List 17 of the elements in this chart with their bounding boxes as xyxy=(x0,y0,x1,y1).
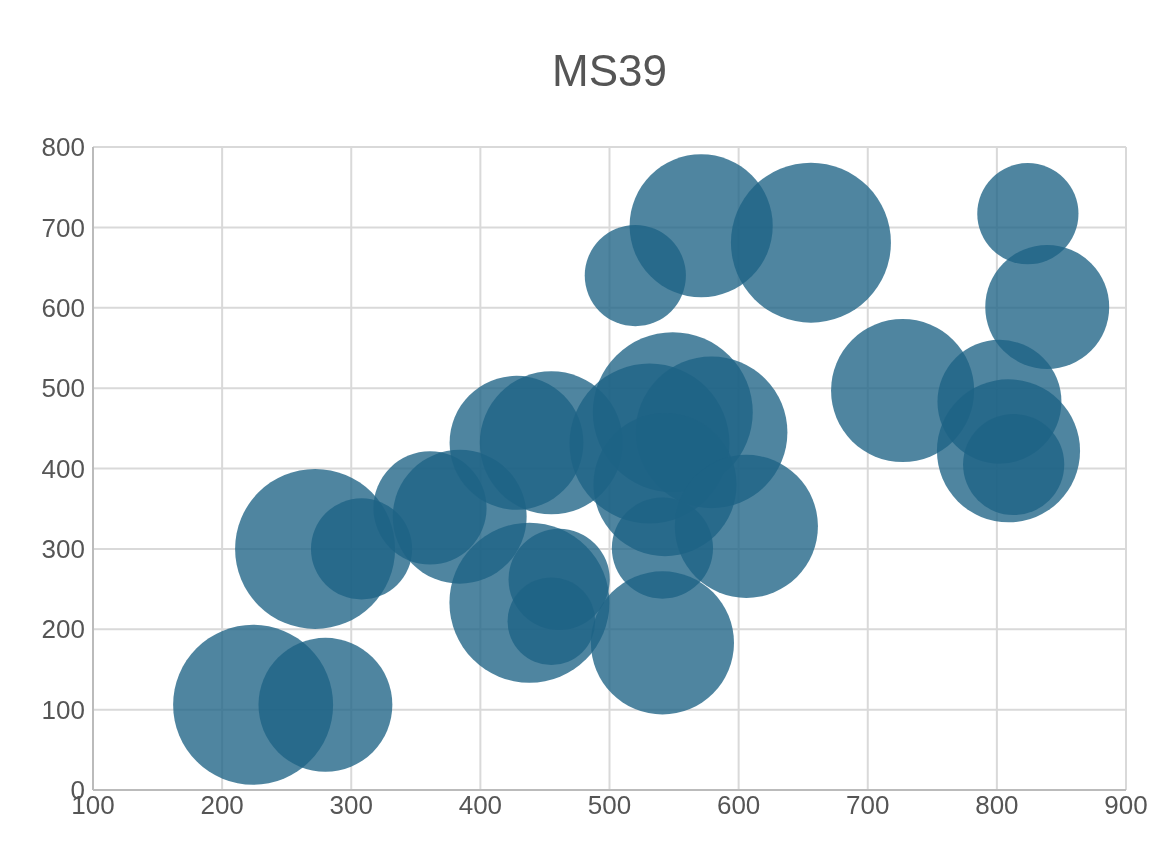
x-tick-label: 400 xyxy=(458,790,503,821)
y-tick-label: 400 xyxy=(41,453,85,484)
y-tick-label: 800 xyxy=(41,132,85,163)
x-tick-label: 500 xyxy=(587,790,632,821)
x-tick-label: 300 xyxy=(329,790,373,821)
y-tick-label: 300 xyxy=(41,534,85,565)
y-tick-label: 500 xyxy=(41,373,85,404)
y-tick-label: 200 xyxy=(41,614,85,645)
x-tick-label: 900 xyxy=(1104,790,1148,821)
y-tick-label: 700 xyxy=(41,212,85,243)
x-tick-label: 200 xyxy=(200,790,244,821)
y-tick-label: 600 xyxy=(41,292,85,323)
y-tick-label: 100 xyxy=(41,694,85,725)
x-tick-label: 600 xyxy=(716,790,761,821)
chart-title: MS39 xyxy=(551,46,668,96)
x-tick-label: 800 xyxy=(975,790,1019,821)
x-tick-label: 700 xyxy=(846,790,890,821)
